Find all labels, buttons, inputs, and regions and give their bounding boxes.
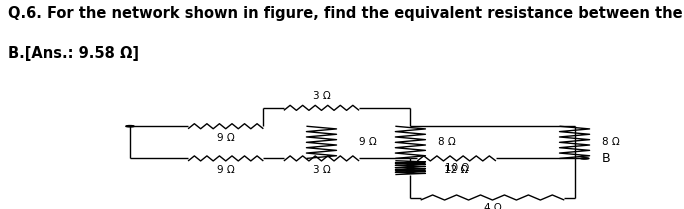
Circle shape [581,158,589,159]
Text: 8 Ω: 8 Ω [438,137,456,147]
Text: 9 Ω: 9 Ω [217,133,235,143]
Text: 8 Ω: 8 Ω [602,137,620,147]
Text: B.[Ans.: 9.58 Ω]: B.[Ans.: 9.58 Ω] [8,46,140,61]
Text: 9 Ω: 9 Ω [359,137,377,147]
Text: 4 Ω: 4 Ω [484,203,501,209]
Text: B: B [602,152,611,165]
Text: 12 Ω: 12 Ω [445,165,469,175]
Text: Q.6. For the network shown in figure, find the equivalent resistance between the: Q.6. For the network shown in figure, fi… [8,6,684,21]
Text: 3 Ω: 3 Ω [313,91,330,101]
Text: 10 Ω: 10 Ω [445,163,469,173]
Circle shape [126,126,134,127]
Text: 3 Ω: 3 Ω [313,165,330,175]
Text: 9 Ω: 9 Ω [217,165,235,175]
